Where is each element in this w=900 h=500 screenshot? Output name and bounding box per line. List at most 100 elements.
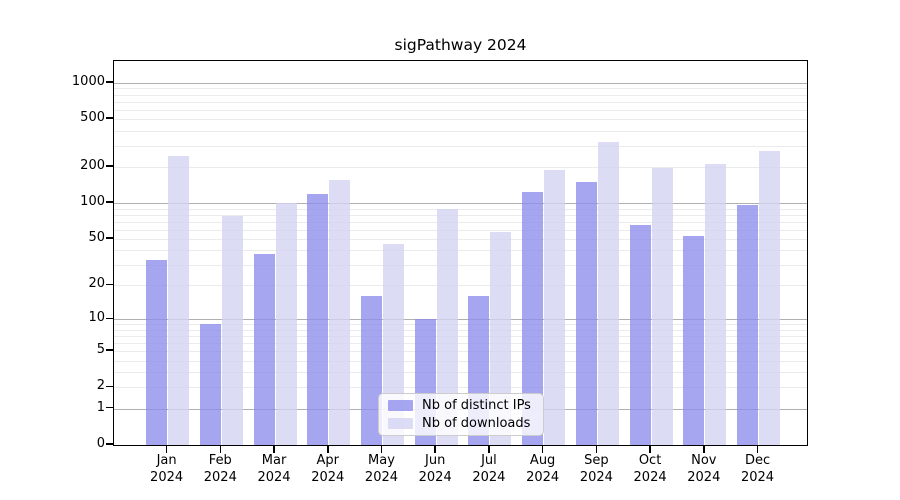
y-axis-tick-label: 200	[80, 158, 105, 173]
bar-distinct-ips	[253, 254, 275, 445]
x-axis-tick-label: Jun 2024	[418, 453, 452, 485]
minor-gridline	[114, 109, 807, 111]
bar-distinct-ips	[522, 192, 544, 445]
minor-gridline	[114, 335, 807, 337]
bar-distinct-ips	[575, 181, 597, 445]
x-axis-tick-label: Sep 2024	[579, 453, 613, 485]
legend-swatch-distinct-ips	[388, 400, 413, 411]
x-axis-tick-label: May 2024	[364, 453, 399, 485]
x-axis-tick-label: Dec 2024	[740, 453, 775, 485]
x-axis-tick	[595, 446, 598, 453]
bar-downloads	[651, 167, 673, 445]
minor-gridline	[114, 250, 807, 252]
legend: Nb of distinct IPs Nb of downloads	[378, 393, 544, 436]
y-axis-tick-label: 50	[88, 229, 105, 245]
minor-gridline	[114, 264, 807, 266]
x-axis-tick-label: Mar 2024	[257, 453, 291, 485]
x-axis-tick-label: Aug 2024	[526, 453, 560, 485]
y-axis-tick	[106, 317, 113, 320]
y-axis-tick-label: 100	[80, 194, 105, 210]
x-axis-tick-label: Apr 2024	[311, 453, 345, 485]
bar-downloads	[705, 163, 727, 445]
minor-gridline	[114, 214, 807, 216]
x-axis-tick	[488, 446, 490, 453]
y-axis-tick	[106, 237, 113, 239]
legend-label-distinct-ips: Nb of distinct IPs	[422, 398, 531, 413]
minor-gridline	[114, 238, 807, 240]
bar-downloads	[544, 170, 566, 445]
x-axis-tick	[703, 446, 705, 453]
plot-area	[113, 60, 808, 446]
x-axis-tick	[380, 446, 383, 453]
bar-distinct-ips	[683, 235, 705, 445]
minor-gridline	[114, 329, 807, 331]
legend-item-downloads: Nb of downloads	[388, 416, 534, 431]
bar-distinct-ips	[629, 225, 651, 445]
bar-downloads	[490, 232, 512, 445]
minor-gridline	[114, 221, 807, 223]
y-axis-tick	[106, 165, 113, 167]
bar-downloads	[759, 151, 781, 445]
y-axis-tick-label: 10	[88, 310, 105, 326]
minor-gridline	[114, 387, 807, 389]
minor-gridline	[114, 167, 807, 168]
bar-distinct-ips	[737, 204, 759, 445]
bar-distinct-ips	[307, 193, 329, 445]
legend-item-distinct-ips: Nb of distinct IPs	[388, 398, 534, 413]
legend-swatch-downloads	[388, 418, 413, 429]
y-axis-tick	[106, 385, 113, 388]
major-gridline	[114, 203, 807, 205]
x-axis-tick	[327, 446, 329, 453]
y-axis-tick-label: 500	[80, 110, 105, 126]
y-axis-tick	[106, 117, 113, 119]
minor-gridline	[114, 229, 807, 231]
y-axis-tick-label: 5	[96, 342, 105, 358]
bar-distinct-ips	[146, 260, 168, 445]
bar-downloads	[168, 156, 190, 445]
minor-gridline	[114, 101, 807, 103]
y-axis-tick-label: 0	[96, 436, 105, 451]
bar-downloads	[329, 180, 351, 445]
x-axis-tick	[541, 446, 544, 453]
y-axis-tick-label: 2	[96, 378, 105, 394]
y-axis-tick	[106, 81, 113, 83]
y-axis-tick	[106, 283, 113, 286]
bar-downloads	[597, 142, 619, 445]
major-gridline	[114, 82, 807, 84]
bar-downloads	[275, 203, 297, 445]
minor-gridline	[114, 94, 807, 96]
minor-gridline	[114, 88, 807, 90]
x-axis-tick	[756, 446, 759, 453]
minor-gridline	[114, 119, 807, 121]
x-axis-tick-label: Jan 2024	[150, 453, 184, 485]
y-axis-tick	[106, 443, 113, 445]
y-axis-tick	[106, 349, 113, 351]
minor-gridline	[114, 360, 807, 362]
x-axis-tick	[165, 446, 168, 453]
x-axis-tick-label: Feb 2024	[203, 453, 237, 485]
x-axis-tick	[649, 446, 651, 453]
x-axis-tick-label: Nov 2024	[687, 453, 721, 485]
major-gridline	[114, 319, 807, 321]
x-axis-tick	[434, 446, 436, 453]
minor-gridline	[114, 324, 807, 326]
minor-gridline	[114, 342, 807, 344]
y-axis-tick-label: 1	[96, 399, 105, 415]
minor-gridline	[114, 372, 807, 374]
bar-distinct-ips	[360, 296, 382, 445]
bar-downloads	[436, 208, 458, 445]
bar-distinct-ips	[199, 324, 221, 445]
y-axis-tick	[106, 201, 113, 203]
x-axis-tick-label: Oct 2024	[633, 453, 667, 485]
y-axis-tick	[106, 406, 113, 409]
bar-downloads	[221, 215, 243, 445]
minor-gridline	[114, 145, 807, 147]
x-axis-tick	[273, 446, 275, 453]
minor-gridline	[114, 285, 807, 287]
minor-gridline	[114, 208, 807, 210]
x-axis-tick-label: Jul 2024	[472, 453, 506, 485]
y-axis-tick-label: 20	[88, 276, 105, 292]
legend-label-downloads: Nb of downloads	[422, 416, 531, 431]
y-axis-tick-label: 1000	[71, 73, 105, 89]
